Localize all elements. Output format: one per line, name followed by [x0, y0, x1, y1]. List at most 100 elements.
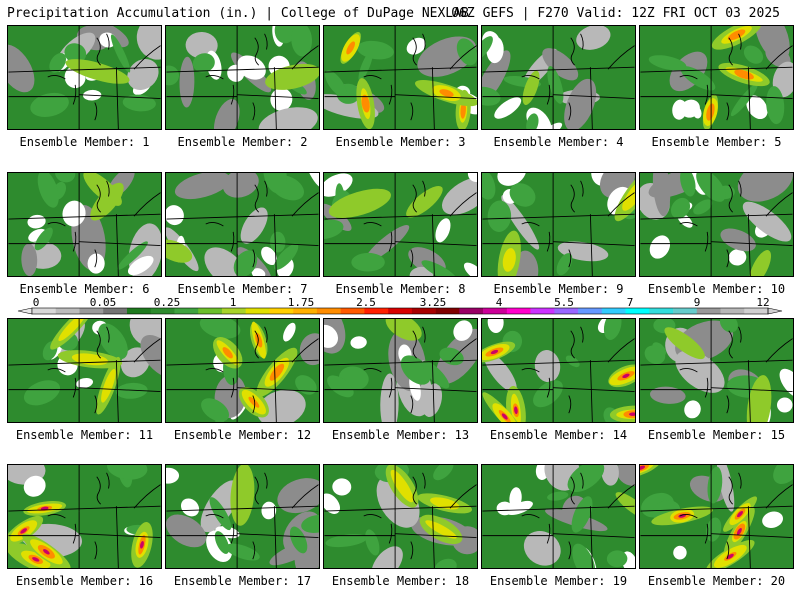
ensemble-member-4: Ensemble Member: 4: [481, 25, 636, 149]
precip-contour: [129, 319, 161, 347]
map-boundary-line: [252, 395, 256, 414]
map-boundary-line: [679, 514, 698, 519]
precip-contour: [270, 231, 286, 253]
map-boundary-line: [738, 326, 742, 343]
colorbar-swatch: [293, 308, 318, 314]
precip-contour: [166, 467, 180, 484]
ensemble-member-8: Ensemble Member: 8: [323, 172, 478, 296]
precip-contour: [357, 40, 394, 60]
map-boundary-line: [264, 180, 268, 197]
precip-contour: [433, 465, 454, 481]
precip-contour: [716, 465, 735, 512]
map-boundary-line: [395, 241, 477, 247]
map-boundary-line: [580, 33, 584, 50]
precip-contour: [283, 322, 296, 342]
map-boundary-line: [553, 94, 635, 100]
colorbar-arrow-max: [767, 307, 783, 315]
map-boundary-line: [205, 222, 224, 227]
map-boundary-line: [704, 523, 709, 544]
precip-map: [166, 465, 319, 568]
precip-contour: [487, 200, 512, 232]
map-boundary-line: [115, 506, 119, 568]
precip-contour: [736, 528, 742, 536]
precip-contour: [117, 241, 148, 270]
map-boundary-line: [738, 180, 742, 197]
precip-contour: [743, 45, 764, 64]
precip-map: [8, 173, 161, 276]
precip-contour: [98, 323, 128, 360]
precip-contour: [501, 195, 540, 250]
map-boundary-line: [205, 368, 224, 373]
map-boundary-line: [395, 533, 477, 539]
precip-map-panel: [7, 464, 162, 569]
map-boundary-line: [607, 45, 635, 70]
map-boundary-line: [72, 523, 77, 544]
precip-contour: [670, 197, 691, 219]
map-boundary-line: [728, 37, 734, 66]
precip-map-panel: [323, 318, 478, 423]
colorbar-swatch: [221, 308, 246, 314]
map-boundary-line: [422, 326, 426, 343]
precip-contour: [49, 53, 67, 73]
map-boundary-line: [431, 360, 435, 422]
map-boundary-line: [747, 67, 751, 129]
map-boundary-line: [410, 102, 414, 121]
precip-contour: [460, 101, 466, 119]
ensemble-member-1: Ensemble Member: 1: [7, 25, 162, 149]
map-boundary-line: [726, 541, 730, 560]
colorbar-swatch: [32, 308, 57, 314]
precip-contour: [680, 173, 696, 197]
precip-contour: [248, 396, 260, 408]
precip-map-panel: [7, 25, 162, 130]
map-boundary-line: [410, 395, 414, 414]
precip-contour: [684, 400, 701, 419]
precip-contour: [34, 227, 53, 251]
member-label: Ensemble Member: 18: [331, 574, 470, 588]
map-boundary-line: [47, 222, 66, 227]
precip-contour: [726, 553, 734, 559]
colorbar-swatch: [364, 308, 389, 314]
precip-contour: [351, 252, 385, 272]
precip-map: [166, 173, 319, 276]
precip-contour: [737, 173, 793, 202]
colorbar-swatch: [696, 308, 721, 314]
precip-contour: [277, 478, 319, 514]
map-boundary-line: [133, 192, 161, 217]
map-boundary-line: [237, 533, 319, 539]
precip-contour: [497, 173, 527, 186]
precip-contour: [179, 56, 195, 108]
member-label: Ensemble Member: 6: [19, 282, 150, 296]
map-boundary-line: [568, 102, 572, 121]
precip-contour: [482, 173, 496, 200]
precip-contour: [255, 332, 263, 348]
precip-contour: [737, 510, 744, 518]
colorbar-tick-label: 0.05: [89, 296, 117, 309]
map-boundary-line: [449, 192, 477, 217]
map-boundary-line: [388, 84, 393, 105]
precip-map: [640, 465, 793, 568]
precip-contour: [534, 350, 561, 383]
precip-map-panel: [481, 318, 636, 423]
precip-contour: [514, 250, 539, 276]
ensemble-member-17: Ensemble Member: 17: [165, 464, 320, 588]
map-boundary-line: [546, 523, 551, 544]
map-boundary-line: [237, 387, 319, 393]
precip-contour: [30, 92, 69, 118]
map-boundary-line: [570, 184, 576, 213]
precip-contour: [463, 262, 477, 276]
member-label: Ensemble Member: 1: [19, 135, 150, 149]
member-label: Ensemble Member: 13: [331, 428, 470, 442]
precip-map-panel: [323, 25, 478, 130]
map-boundary-line: [395, 387, 477, 393]
map-boundary-line: [115, 67, 119, 129]
precip-map: [166, 319, 319, 422]
map-boundary-line: [726, 249, 730, 268]
precip-contour: [136, 26, 161, 60]
map-boundary-line: [254, 37, 260, 66]
precip-contour: [358, 50, 373, 81]
precip-contour: [101, 368, 116, 403]
precip-map-panel: [639, 172, 794, 277]
ensemble-member-14: Ensemble Member: 14: [481, 318, 636, 442]
member-label: Ensemble Member: 12: [173, 428, 312, 442]
precip-map: [640, 319, 793, 422]
